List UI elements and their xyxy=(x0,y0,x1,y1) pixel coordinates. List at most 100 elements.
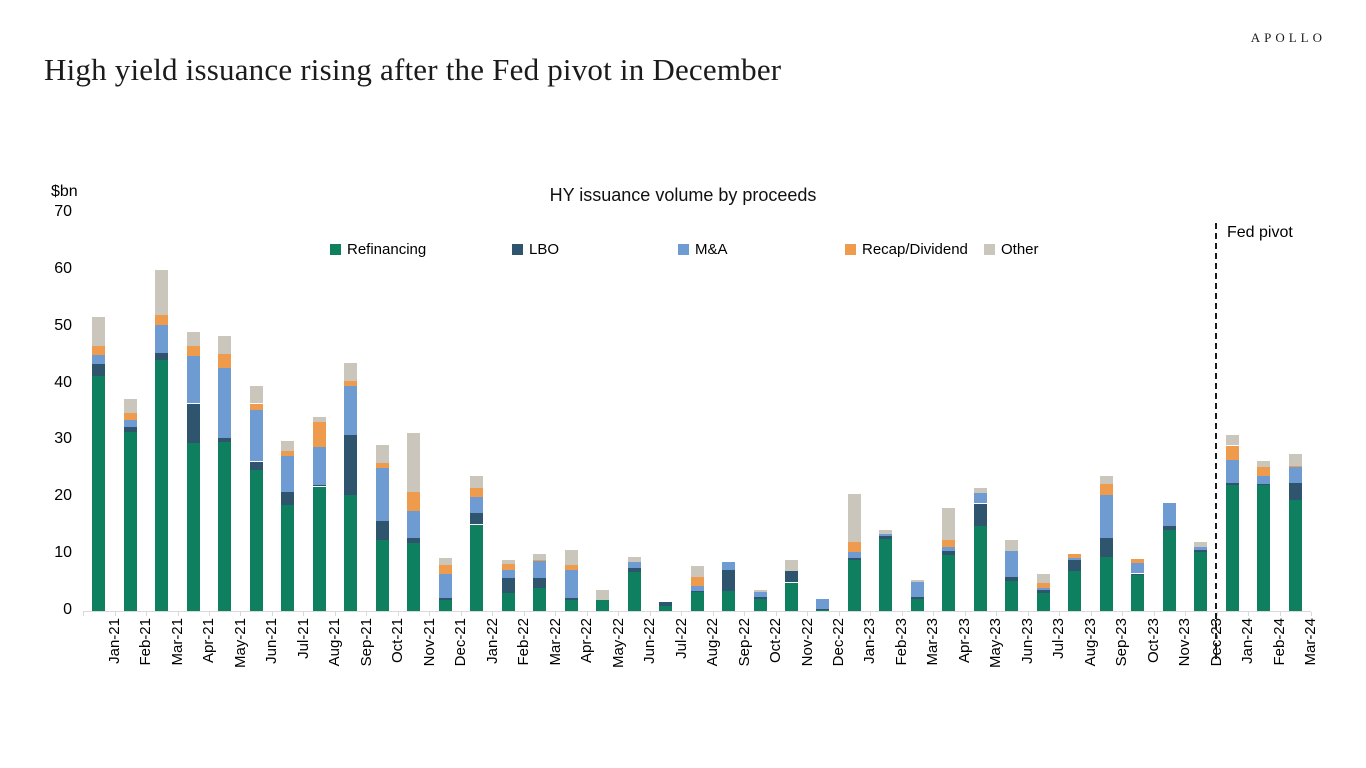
legend-swatch xyxy=(845,243,856,255)
bar-segment xyxy=(344,362,358,382)
x-axis-label: Jun-21 xyxy=(263,618,281,664)
bar-segment xyxy=(281,441,295,452)
bar-segment xyxy=(375,468,389,521)
bar-segment xyxy=(123,420,137,428)
axis-tick xyxy=(523,612,525,616)
bar-segment xyxy=(312,484,326,487)
bar-segment xyxy=(847,494,861,543)
bar-segment xyxy=(1068,560,1082,572)
bar-segment xyxy=(249,403,263,410)
y-axis-label: 0 xyxy=(63,601,72,618)
bar-segment xyxy=(1036,590,1050,594)
bar-segment xyxy=(1225,434,1239,446)
y-axis-label: 70 xyxy=(54,203,72,220)
bar-segment xyxy=(1005,576,1019,581)
bar-segment xyxy=(407,491,421,511)
x-axis-label: Aug-23 xyxy=(1081,618,1099,667)
bar-segment xyxy=(910,580,924,582)
y-axis-label: 10 xyxy=(54,544,72,562)
x-axis-label: Oct-22 xyxy=(767,618,784,664)
bar-segment xyxy=(785,582,798,611)
bar-segment xyxy=(879,539,893,611)
bar-segment xyxy=(1131,563,1145,574)
axis-tick xyxy=(1311,612,1312,616)
bar-segment xyxy=(312,486,326,611)
x-axis-label: Feb-22 xyxy=(515,618,533,666)
bar-segment xyxy=(281,455,295,492)
bar-segment xyxy=(155,325,169,354)
legend-swatch xyxy=(678,243,689,255)
bar-segment xyxy=(1005,551,1019,577)
bar-segment xyxy=(879,534,893,536)
bar-segment xyxy=(186,403,200,444)
bar-segment xyxy=(218,437,232,443)
legend-label: Other xyxy=(1001,240,1039,258)
bar-segment xyxy=(155,269,169,316)
axis-tick xyxy=(555,612,557,616)
bar-segment xyxy=(1194,549,1208,552)
bar-segment xyxy=(249,470,263,611)
bar-segment xyxy=(847,542,861,553)
axis-tick xyxy=(83,612,84,616)
bar-segment xyxy=(501,570,515,579)
bar-segment xyxy=(375,463,389,469)
bar-segment xyxy=(1288,466,1302,467)
bar-segment xyxy=(596,590,609,601)
bar-segment xyxy=(847,558,861,560)
legend-label: M&A xyxy=(695,240,728,258)
bar-segment xyxy=(973,526,987,611)
bar-segment xyxy=(785,570,798,583)
bar-segment xyxy=(1131,573,1145,575)
bar-segment xyxy=(564,597,578,601)
bar-segment xyxy=(470,512,484,525)
bar-segment xyxy=(1257,467,1271,476)
x-axis-label: Jan-24 xyxy=(1239,618,1257,664)
bar-segment xyxy=(533,577,547,588)
x-axis-line xyxy=(83,611,1311,612)
bar-segment xyxy=(753,590,767,592)
axis-tick xyxy=(1248,612,1249,616)
bar-segment xyxy=(753,591,767,597)
bar-segment xyxy=(533,561,547,578)
x-axis-label: Mar-23 xyxy=(924,618,942,666)
x-axis-label: Oct-23 xyxy=(1144,618,1162,664)
bar-segment xyxy=(942,546,956,552)
fed-pivot-dashed-line xyxy=(1215,223,1217,659)
bar-segment xyxy=(249,386,263,404)
bar-segment xyxy=(1225,445,1239,460)
bar-segment xyxy=(596,600,609,611)
bar-segment xyxy=(186,331,200,346)
bar-segment xyxy=(92,355,106,365)
bar-segment xyxy=(1225,484,1239,611)
bar-segment xyxy=(281,504,295,611)
bar-segment xyxy=(847,552,861,559)
x-axis-label: Sep-23 xyxy=(1113,618,1131,667)
bar-segment xyxy=(627,557,641,563)
axis-tick xyxy=(744,612,746,616)
bar-segment xyxy=(627,562,641,569)
bar-segment xyxy=(942,539,956,547)
bar-segment xyxy=(722,570,735,592)
bar-segment xyxy=(564,549,578,565)
legend-item-refinancing: Refinancing xyxy=(330,241,426,258)
x-axis-label: Jul-21 xyxy=(294,618,312,659)
bar-segment xyxy=(1194,546,1208,550)
bar-segment xyxy=(1068,571,1082,611)
bar-segment xyxy=(375,520,389,540)
bar-segment xyxy=(1162,530,1176,611)
bar-segment xyxy=(218,442,232,611)
x-axis-label: Sep-22 xyxy=(735,618,753,667)
bar-segment xyxy=(92,346,106,356)
axis-tick xyxy=(681,612,683,616)
bar-segment xyxy=(816,609,830,611)
bar-segment xyxy=(753,599,767,611)
bar-segment xyxy=(942,551,956,556)
bar-segment xyxy=(438,599,452,611)
bar-segment xyxy=(281,451,295,456)
bar-segment xyxy=(564,600,578,611)
bar-segment xyxy=(847,559,861,611)
bar-segment xyxy=(155,315,169,325)
bar-segment xyxy=(1288,454,1302,466)
bar-segment xyxy=(501,564,515,571)
bar-segment xyxy=(1099,495,1113,539)
